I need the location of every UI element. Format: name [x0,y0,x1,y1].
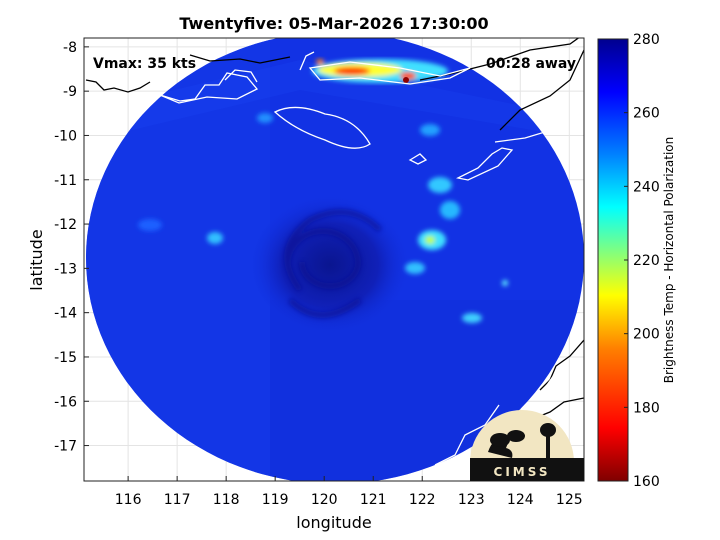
y-tick-label: -14 [54,306,77,322]
x-axis-label: longitude [296,513,371,532]
cold-cell [403,77,409,83]
y-axis-label: latitude [27,229,46,290]
time-offset-annotation: 00:28 away [486,56,576,72]
colorbar-tick-label: 200 [633,327,660,343]
y-tick-label: -11 [54,173,77,189]
y-tick-label: -8 [63,40,77,56]
cimss-logo: CIMSS [470,410,584,481]
logo-text: CIMSS [494,465,551,479]
colorbar-tick-label: 240 [633,179,660,195]
y-tick-label: -17 [54,439,77,455]
x-tick-label: 121 [360,492,387,508]
coastlines [85,38,584,466]
y-tick-label: -15 [54,350,77,366]
y-tick-label: -16 [54,394,77,410]
x-tick-label: 122 [409,492,436,508]
brightness-temp-field [86,38,584,481]
colorbar-ticks: 280 260 240 220 200 180 160 [624,32,660,490]
axes-frame [83,37,585,482]
x-tick-label: 119 [262,492,289,508]
colorbar [597,38,629,482]
y-tick-label: -9 [63,84,77,100]
x-axis: 116 117 118 119 120 121 122 123 124 125 [115,476,583,508]
x-tick-label: 116 [115,492,142,508]
vmax-annotation: Vmax: 35 kts [93,56,196,72]
x-tick-label: 125 [556,492,583,508]
colorbar-tick-label: 280 [633,32,660,48]
x-tick-label: 118 [213,492,240,508]
colorbar-tick-label: 220 [633,253,660,269]
colorbar-label: Brightness Temp - Horizontal Polarizatio… [662,137,676,384]
colorbar-tick-label: 260 [633,106,660,122]
y-tick-label: -13 [54,261,77,277]
x-tick-label: 124 [507,492,534,508]
chart-title: Twentyfive: 05-Mar-2026 17:30:00 [179,14,489,33]
y-tick-label: -12 [54,217,77,233]
x-tick-label: 117 [164,492,191,508]
x-tick-label: 120 [311,492,338,508]
colorbar-tick-label: 180 [633,400,660,416]
x-tick-label: 123 [458,492,485,508]
convective-band [312,59,448,83]
y-axis: -8 -9 -10 -11 -12 -13 -14 -15 -16 -17 [54,40,89,455]
y-tick-label: -10 [54,128,77,144]
colorbar-tick-label: 160 [633,474,660,490]
